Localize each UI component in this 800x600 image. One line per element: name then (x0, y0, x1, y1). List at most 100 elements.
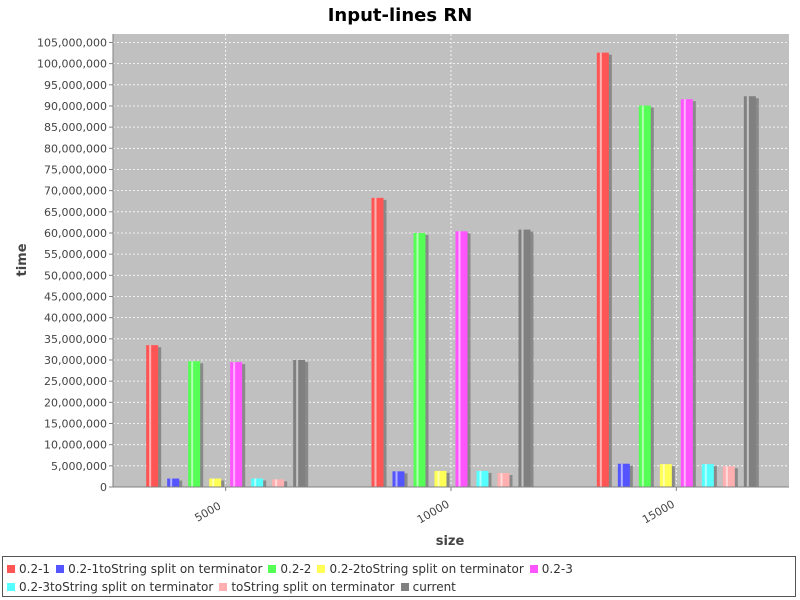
x-tick-label: 10000 (415, 498, 452, 527)
bar-highlight (620, 463, 623, 487)
y-tick-label: 25,000,000 (44, 375, 107, 388)
bar-highlight (641, 105, 644, 488)
y-tick-label: 55,000,000 (44, 248, 107, 261)
y-tick-label: 60,000,000 (44, 227, 107, 240)
bar-highlight (746, 96, 749, 487)
bar (455, 231, 468, 487)
bar-highlight (233, 362, 236, 487)
y-tick-label: 65,000,000 (44, 206, 107, 219)
legend-item: 0.2-1toString split on terminator (56, 560, 262, 578)
y-tick-label: 90,000,000 (44, 100, 107, 113)
legend-label: 0.2-2toString split on terminator (329, 562, 524, 576)
bar (476, 470, 489, 487)
x-axis-label: size (436, 534, 465, 549)
y-tick-label: 20,000,000 (44, 396, 107, 409)
y-tick-label: 30,000,000 (44, 354, 107, 367)
legend-swatch (400, 583, 409, 591)
y-tick-label: 95,000,000 (44, 79, 107, 92)
legend-label: 0.2-1toString split on terminator (68, 562, 263, 576)
legend-swatch (529, 565, 538, 573)
legend-item: 0.2-3 (529, 560, 573, 578)
bar (518, 229, 531, 487)
bar-highlight (395, 471, 398, 487)
legend-item: 0.2-2 (268, 560, 311, 578)
bar (743, 96, 756, 487)
bar (188, 361, 201, 487)
y-tick-label: 85,000,000 (44, 121, 107, 134)
bar-highlight (704, 464, 707, 487)
legend-swatch (7, 565, 15, 573)
y-tick-label: 100,000,000 (37, 58, 107, 71)
bar-highlight (254, 478, 257, 487)
bar (638, 105, 651, 488)
bar (293, 359, 306, 487)
bar-highlight (275, 479, 278, 487)
bar (392, 471, 405, 487)
bar (680, 99, 693, 488)
bar (272, 479, 285, 487)
bar-highlight (170, 478, 173, 487)
legend-label: current (412, 580, 456, 594)
bar-highlight (191, 361, 194, 487)
bar-highlight (212, 478, 215, 487)
bar-highlight (437, 470, 440, 487)
y-tick-label: 75,000,000 (44, 163, 107, 176)
chart-legend: 0.2-1 0.2-1toString split on terminator 0.… (2, 556, 796, 597)
bar (251, 478, 264, 487)
legend-item: 0.2-3toString split on terminator (7, 578, 213, 596)
grid-lines (113, 34, 789, 487)
bar-highlight (521, 229, 524, 487)
y-axis-label: time (15, 243, 30, 276)
y-tick-label: 35,000,000 (44, 333, 107, 346)
y-tick-label: 80,000,000 (44, 142, 107, 155)
legend-item: current (400, 578, 456, 596)
bar (413, 232, 426, 487)
bar-highlight (374, 197, 377, 488)
bar (167, 478, 180, 487)
bar (371, 197, 384, 488)
bar-highlight (683, 99, 686, 488)
x-axis-ticks: 5000 10000 15000 (193, 487, 677, 526)
bar (230, 362, 243, 487)
y-tick-label: 10,000,000 (44, 439, 107, 452)
legend-item: 0.2-2toString split on terminator (317, 560, 524, 578)
bar (497, 473, 510, 487)
legend-swatch (56, 565, 65, 573)
bar-highlight (662, 464, 665, 487)
bar (596, 52, 609, 487)
bar-highlight (416, 232, 419, 487)
legend-swatch (268, 565, 277, 573)
legend-label: toString split on terminator (231, 580, 395, 594)
legend-swatch (317, 565, 326, 573)
legend-label: 0.2-1 (19, 562, 51, 576)
bar (659, 464, 672, 487)
y-tick-label: 0 (100, 481, 107, 494)
legend-swatch (219, 583, 228, 591)
chart-title: Input-lines RN (328, 5, 473, 26)
bar (617, 463, 630, 487)
legend-item: toString split on terminator (219, 578, 395, 596)
bar-chart: Input-lines RN size time 0 5,000,000 10,00… (15, 5, 789, 549)
bar-highlight (725, 466, 728, 487)
bar (701, 464, 714, 487)
bar-highlight (458, 231, 461, 487)
bar-highlight (479, 470, 482, 487)
x-tick-label: 15000 (640, 498, 677, 527)
bar-highlight (500, 473, 503, 487)
y-axis-ticks: 0 5,000,000 10,000,000 15,000,000 20,000,000… (37, 36, 113, 494)
bars (146, 52, 759, 488)
x-tick-label: 5000 (193, 499, 224, 524)
bar (146, 345, 159, 487)
legend-label: 0.2-3toString split on terminator (19, 580, 214, 594)
y-tick-label: 15,000,000 (44, 417, 107, 430)
bar-highlight (149, 345, 152, 487)
bar-highlight (296, 359, 299, 487)
y-tick-label: 50,000,000 (44, 269, 107, 282)
y-tick-label: 40,000,000 (44, 312, 107, 325)
legend-item: 0.2-1 (7, 560, 50, 578)
y-tick-label: 70,000,000 (44, 185, 107, 198)
y-tick-label: 45,000,000 (44, 290, 107, 303)
y-tick-label: 105,000,000 (37, 36, 107, 49)
bar (434, 470, 447, 487)
legend-label: 0.2-2 (280, 562, 312, 576)
